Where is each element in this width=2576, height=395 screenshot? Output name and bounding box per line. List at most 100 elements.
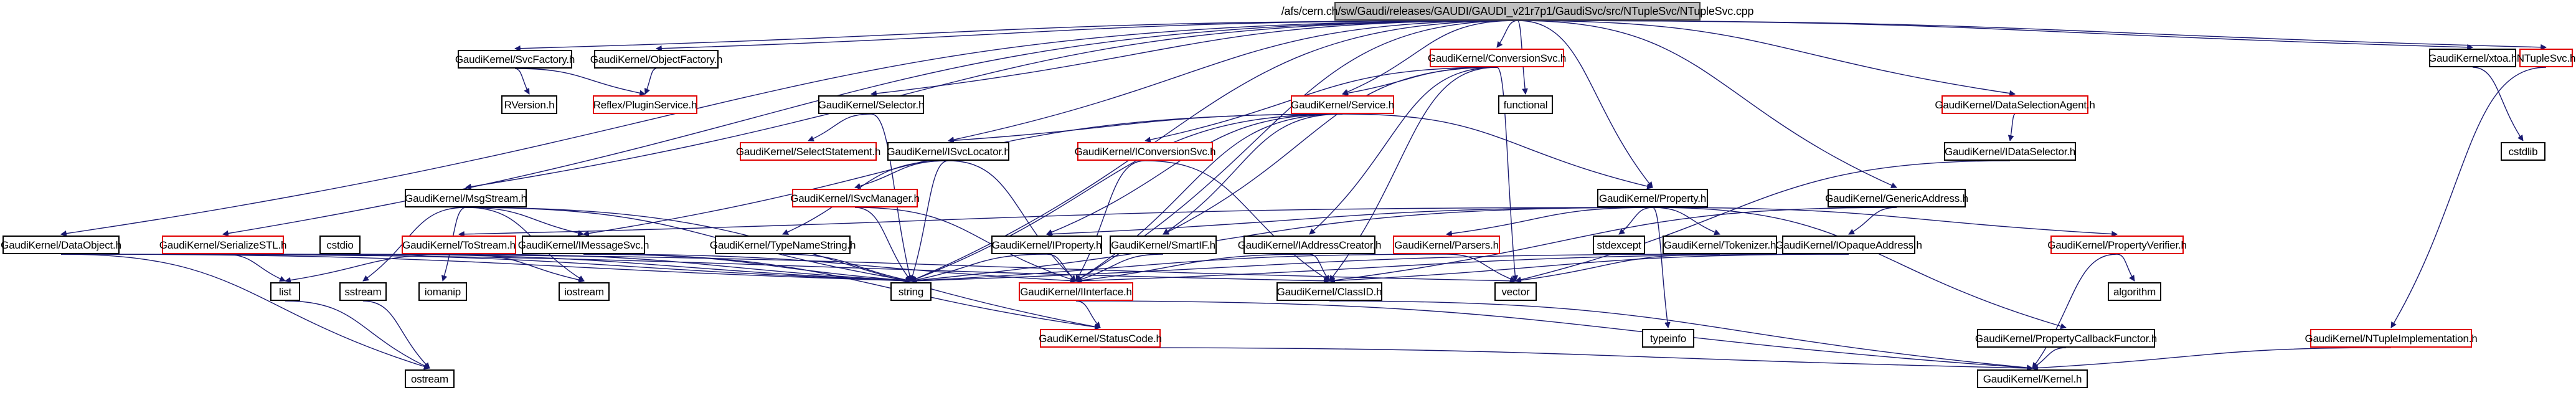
edge-gaudikernel-isvclocator-h-to-gaudikernel-iinterface-h — [948, 160, 1077, 282]
node-gaudikernel-service-h[interactable]: GaudiKernel/Service.h — [1291, 95, 1394, 114]
edge-gaudikernel-typenamestring-h-to-string — [782, 254, 912, 283]
edge-gaudikernel-conversionsvc-h-to-gaudikernel-iaddresscreator-h — [1309, 67, 1498, 235]
node-gaudikernel-conversionsvc-h[interactable]: GaudiKernel/ConversionSvc.h — [1428, 49, 1566, 67]
node-gaudikernel-serializestl-h[interactable]: GaudiKernel/SerializeSTL.h — [159, 236, 286, 254]
edge-afs-cern-ch-sw-gaudi-releases-gaudi-gaudi-v21r7p1-gaudisvc-src-ntuplesvc-ntuplesvc-cpp-to-gaudikernel-genericaddress-h — [1517, 20, 1897, 188]
edge-afs-cern-ch-sw-gaudi-releases-gaudi-gaudi-v21r7p1-gaudisvc-src-ntuplesvc-ntuplesvc-cpp-to-gaudikernel-dataselectionagent-h — [1517, 20, 2016, 97]
node-gaudikernel-dataselectionagent-h[interactable]: GaudiKernel/DataSelectionAgent.h — [1935, 95, 2095, 114]
edge-gaudikernel-property-h-to-gaudikernel-parsers-h — [1446, 207, 1653, 237]
node-gaudikernel-isvclocator-h[interactable]: GaudiKernel/ISvcLocator.h — [887, 142, 1010, 161]
node-gaudikernel-propertyverifier-h[interactable]: GaudiKernel/PropertyVerifier.h — [2047, 236, 2187, 254]
edge-gaudikernel-dataobject-h-to-string — [60, 254, 912, 284]
edge-gaudikernel-dataselectionagent-h-to-gaudikernel-idataselector-h — [2007, 113, 2016, 141]
edge-gaudikernel-parsers-h-to-string — [910, 254, 1447, 284]
edge-ntuplesvc-h-to-gaudikernel-ntupleimplementation-h — [2390, 67, 2547, 328]
edge-gaudikernel-isvclocator-h-to-gaudikernel-isvcmanager-h — [854, 160, 949, 189]
edge-gaudikernel-propertyverifier-h-to-gaudikernel-kernel-h — [2032, 254, 2118, 369]
node-gaudikernel-imessagesvc-h[interactable]: GaudiKernel/IMessageSvc.h — [518, 236, 649, 254]
edge-gaudikernel-iproperty-h-to-gaudikernel-iinterface-h — [1046, 254, 1077, 282]
edge-gaudikernel-genericaddress-h-to-gaudikernel-iopaqueaddress-h — [1848, 207, 1897, 235]
edge-afs-cern-ch-sw-gaudi-releases-gaudi-gaudi-v21r7p1-gaudisvc-src-ntuplesvc-ntuplesvc-cpp-to-gaudikernel-svcfactory-h — [514, 20, 1518, 52]
node-cstdlib[interactable]: cstdlib — [2501, 142, 2545, 161]
edge-gaudikernel-objectfactory-h-to-reflex-pluginservice-h — [644, 68, 657, 95]
edge-gaudikernel-service-h-to-gaudikernel-iproperty-h — [1046, 113, 1343, 236]
node-functional[interactable]: functional — [1498, 95, 1553, 114]
root-node-afs-cern-ch-sw-gaudi-releases-gaudi-gaudi-v21r7p1-gaudisvc-src-ntuplesvc-ntuplesvc-cpp[interactable]: /afs/cern.ch/sw/Gaudi/releases/GAUDI/GAU… — [1281, 2, 1753, 21]
edge-gaudikernel-svcfactory-h-to-rversion-h — [514, 68, 530, 95]
node-gaudikernel-iconversionsvc-h[interactable]: GaudiKernel/IConversionSvc.h — [1075, 142, 1216, 161]
edge-gaudikernel-service-h-to-gaudikernel-iinterface-h — [1075, 113, 1343, 282]
node-ntuplesvc-h[interactable]: NTupleSvc.h — [2517, 49, 2575, 67]
edge-gaudikernel-property-h-to-stdexcept — [1618, 207, 1653, 235]
node-gaudikernel-iinterface-h[interactable]: GaudiKernel/IInterface.h — [1019, 282, 1133, 301]
node-list[interactable]: list — [270, 282, 300, 301]
edge-gaudikernel-imessagesvc-h-to-gaudikernel-iinterface-h — [583, 254, 1077, 284]
node-cstdio[interactable]: cstdio — [319, 236, 361, 254]
node-iomanip[interactable]: iomanip — [418, 282, 467, 301]
node-gaudikernel-xtoa-h[interactable]: GaudiKernel/xtoa.h — [2428, 49, 2517, 67]
edge-gaudikernel-smartif-h-to-gaudikernel-iinterface-h — [1075, 254, 1164, 283]
node-gaudikernel-iaddresscreator-h[interactable]: GaudiKernel/IAddressCreator.h — [1238, 236, 1381, 254]
node-gaudikernel-parsers-h[interactable]: GaudiKernel/Parsers.h — [1393, 236, 1500, 254]
edge-gaudikernel-tokenizer-h-to-string — [910, 254, 1720, 284]
edge-gaudikernel-property-h-to-gaudikernel-tostream-h — [458, 207, 1653, 237]
node-gaudikernel-idataselector-h[interactable]: GaudiKernel/IDataSelector.h — [1944, 142, 2076, 161]
node-reflex-pluginservice-h[interactable]: Reflex/PluginService.h — [593, 95, 697, 114]
node-gaudikernel-selectstatement-h[interactable]: GaudiKernel/SelectStatement.h — [736, 142, 880, 161]
edge-afs-cern-ch-sw-gaudi-releases-gaudi-gaudi-v21r7p1-gaudisvc-src-ntuplesvc-ntuplesvc-cpp-to-gaudikernel-isvclocator-h — [948, 20, 1518, 143]
edge-gaudikernel-serializestl-h-to-vector — [222, 254, 1516, 284]
edge-afs-cern-ch-sw-gaudi-releases-gaudi-gaudi-v21r7p1-gaudisvc-src-ntuplesvc-ntuplesvc-cpp-to-gaudikernel-conversionsvc-h — [1496, 20, 1518, 48]
node-gaudikernel-typenamestring-h[interactable]: GaudiKernel/TypeNameString.h — [710, 236, 856, 254]
edge-gaudikernel-iaddresscreator-h-to-gaudikernel-classid-h — [1309, 254, 1330, 282]
edge-gaudikernel-xtoa-h-to-cstdlib — [2472, 67, 2524, 141]
node-gaudikernel-dataobject-h[interactable]: GaudiKernel/DataObject.h — [1, 236, 121, 254]
node-stdexcept[interactable]: stdexcept — [1593, 236, 1645, 254]
edge-gaudikernel-tostream-h-to-iostream — [458, 254, 585, 283]
edge-gaudikernel-statuscode-h-to-gaudikernel-kernel-h — [1100, 347, 2033, 371]
node-gaudikernel-tokenizer-h[interactable]: GaudiKernel/Tokenizer.h — [1663, 236, 1777, 254]
edge-afs-cern-ch-sw-gaudi-releases-gaudi-gaudi-v21r7p1-gaudisvc-src-ntuplesvc-ntuplesvc-cpp-to-gaudikernel-objectfactory-h — [656, 20, 1518, 52]
edge-gaudikernel-service-h-to-gaudikernel-property-h — [1342, 113, 1653, 189]
node-gaudikernel-genericaddress-h[interactable]: GaudiKernel/GenericAddress.h — [1825, 189, 1968, 207]
edge-gaudikernel-service-h-to-gaudikernel-isvclocator-h — [948, 113, 1343, 144]
node-gaudikernel-tostream-h[interactable]: GaudiKernel/ToStream.h — [402, 236, 516, 254]
edge-gaudikernel-propertyverifier-h-to-algorithm — [2116, 254, 2135, 282]
edge-gaudikernel-selector-h-to-gaudikernel-selectstatement-h — [808, 113, 872, 142]
node-vector[interactable]: vector — [1494, 282, 1537, 301]
edge-list-to-ostream — [285, 300, 430, 369]
edge-gaudikernel-property-h-to-gaudikernel-propertyverifier-h — [1652, 207, 2118, 237]
node-gaudikernel-isvcmanager-h[interactable]: GaudiKernel/ISvcManager.h — [790, 189, 920, 207]
node-algorithm[interactable]: algorithm — [2108, 282, 2161, 301]
edge-afs-cern-ch-sw-gaudi-releases-gaudi-gaudi-v21r7p1-gaudisvc-src-ntuplesvc-ntuplesvc-cpp-to-gaudikernel-selector-h — [870, 20, 1518, 97]
node-rversion-h[interactable]: RVersion.h — [501, 95, 557, 114]
edge-gaudikernel-tostream-h-to-string — [458, 254, 912, 284]
node-gaudikernel-propertycallbackfunctor-h[interactable]: GaudiKernel/PropertyCallbackFunctor.h — [1975, 329, 2157, 348]
edge-gaudikernel-tostream-h-to-list — [285, 254, 460, 283]
node-gaudikernel-smartif-h[interactable]: GaudiKernel/SmartIF.h — [1110, 236, 1217, 254]
node-gaudikernel-kernel-h[interactable]: GaudiKernel/Kernel.h — [1977, 369, 2088, 388]
edge-gaudikernel-svcfactory-h-to-reflex-pluginservice-h — [514, 68, 646, 97]
edge-gaudikernel-property-h-to-gaudikernel-iproperty-h — [1046, 207, 1653, 237]
edge-gaudikernel-idataselector-h-to-vector — [1515, 160, 2011, 283]
node-gaudikernel-selector-h[interactable]: GaudiKernel/Selector.h — [818, 95, 924, 114]
edge-gaudikernel-iaddresscreator-h-to-gaudikernel-iinterface-h — [1075, 254, 1310, 283]
node-gaudikernel-msgstream-h[interactable]: GaudiKernel/MsgStream.h — [405, 189, 527, 207]
edge-gaudikernel-iproperty-h-to-string — [910, 254, 1047, 283]
node-gaudikernel-statuscode-h[interactable]: GaudiKernel/StatusCode.h — [1039, 329, 1162, 348]
node-string[interactable]: string — [890, 282, 932, 301]
node-gaudikernel-iproperty-h[interactable]: GaudiKernel/IProperty.h — [991, 236, 1102, 254]
edge-gaudikernel-iconversionsvc-h-to-gaudikernel-classid-h — [1144, 160, 1330, 282]
node-iostream[interactable]: iostream — [559, 282, 610, 301]
node-gaudikernel-objectfactory-h[interactable]: GaudiKernel/ObjectFactory.h — [590, 50, 722, 69]
node-typeinfo[interactable]: typeinfo — [1642, 329, 1694, 348]
edge-gaudikernel-iopaqueaddress-h-to-gaudikernel-classid-h — [1329, 254, 1849, 284]
node-sstream[interactable]: sstream — [339, 282, 387, 301]
node-gaudikernel-svcfactory-h[interactable]: GaudiKernel/SvcFactory.h — [455, 50, 575, 69]
node-gaudikernel-classid-h[interactable]: GaudiKernel/ClassID.h — [1276, 282, 1382, 301]
node-gaudikernel-ntupleimplementation-h[interactable]: GaudiKernel/NTupleImplementation.h — [2305, 329, 2478, 348]
edge-gaudikernel-isvclocator-h-to-string — [909, 160, 949, 282]
node-gaudikernel-property-h[interactable]: GaudiKernel/Property.h — [1597, 189, 1708, 207]
node-gaudikernel-iopaqueaddress-h[interactable]: GaudiKernel/IOpaqueAddress.h — [1775, 236, 1922, 254]
node-ostream[interactable]: ostream — [405, 369, 455, 388]
